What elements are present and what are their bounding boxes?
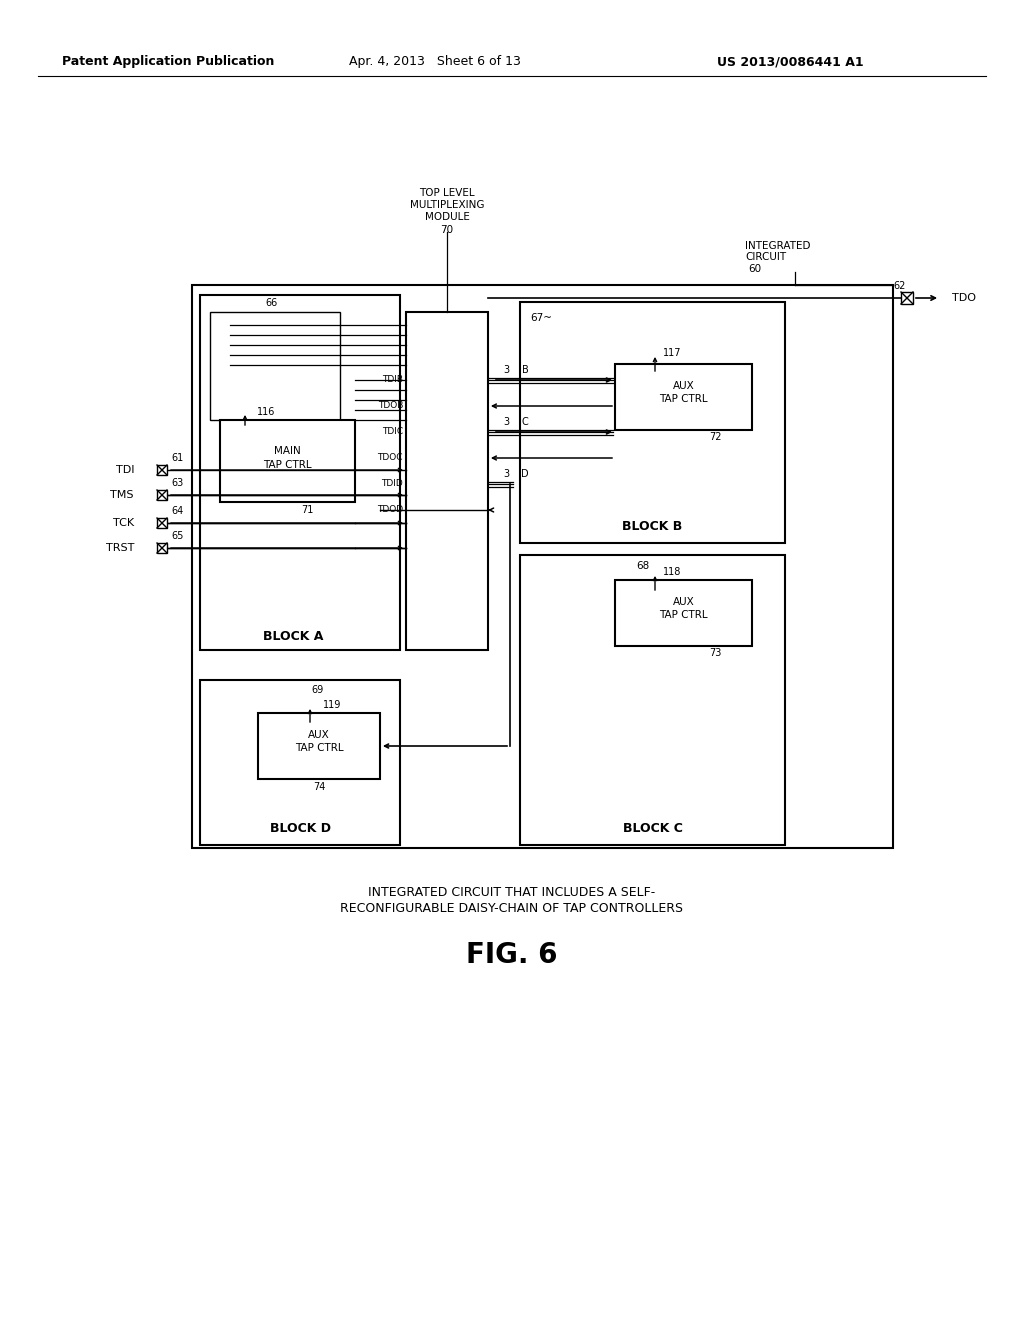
Text: 70: 70 [440, 224, 454, 235]
Text: FIG. 6: FIG. 6 [466, 941, 558, 969]
Text: 117: 117 [663, 348, 682, 358]
Bar [615, 364, 752, 430]
Bar [157, 490, 167, 500]
Text: MAIN: MAIN [274, 446, 301, 455]
Bar [520, 302, 785, 543]
Text: US 2013/0086441 A1: US 2013/0086441 A1 [717, 55, 863, 69]
Bar [157, 517, 167, 528]
Text: 71: 71 [301, 506, 313, 515]
Text: TAP CTRL: TAP CTRL [263, 459, 312, 470]
Bar [220, 420, 355, 502]
Text: AUX: AUX [308, 730, 330, 741]
Text: 73: 73 [710, 648, 722, 657]
Text: TAP CTRL: TAP CTRL [659, 610, 708, 620]
Text: 65: 65 [171, 531, 183, 541]
Text: MODULE: MODULE [425, 213, 469, 222]
Text: TDI: TDI [116, 465, 134, 475]
Text: 66: 66 [265, 298, 278, 308]
Text: TDIC: TDIC [382, 428, 403, 437]
Text: 62: 62 [894, 281, 906, 290]
Text: B: B [521, 366, 528, 375]
Text: 119: 119 [323, 700, 341, 710]
Text: TDOD: TDOD [377, 506, 403, 515]
Bar [406, 312, 488, 649]
Text: BLOCK C: BLOCK C [623, 821, 682, 834]
Text: TDID: TDID [381, 479, 403, 488]
Bar [615, 579, 752, 645]
Text: TDIB: TDIB [382, 375, 403, 384]
Text: BLOCK A: BLOCK A [263, 630, 324, 643]
Text: TRST: TRST [105, 543, 134, 553]
Bar [193, 285, 893, 847]
Text: MULTIPLEXING: MULTIPLEXING [410, 201, 484, 210]
Text: TCK: TCK [113, 517, 134, 528]
Bar [200, 294, 400, 649]
Text: 3: 3 [503, 366, 509, 375]
Bar [200, 680, 400, 845]
Text: D: D [521, 469, 528, 479]
Text: TAP CTRL: TAP CTRL [295, 743, 343, 752]
Text: BLOCK B: BLOCK B [623, 520, 683, 533]
Bar [258, 713, 380, 779]
Text: AUX: AUX [673, 381, 694, 391]
Text: 69: 69 [312, 685, 325, 696]
Text: 3: 3 [503, 469, 509, 479]
Text: C: C [521, 417, 528, 426]
Text: 61: 61 [171, 453, 183, 463]
Text: 74: 74 [312, 781, 326, 792]
Bar [157, 543, 167, 553]
Text: TDOB: TDOB [378, 401, 403, 411]
Text: TOP LEVEL: TOP LEVEL [419, 187, 475, 198]
Text: INTEGRATED: INTEGRATED [745, 242, 811, 251]
Text: Apr. 4, 2013   Sheet 6 of 13: Apr. 4, 2013 Sheet 6 of 13 [349, 55, 521, 69]
Text: 68: 68 [636, 561, 649, 572]
Text: CIRCUIT: CIRCUIT [745, 252, 786, 261]
Text: 118: 118 [663, 568, 681, 577]
Text: RECONFIGURABLE DAISY-CHAIN OF TAP CONTROLLERS: RECONFIGURABLE DAISY-CHAIN OF TAP CONTRO… [341, 902, 683, 915]
Bar [901, 292, 913, 304]
Text: 60: 60 [748, 264, 761, 275]
Text: INTEGRATED CIRCUIT THAT INCLUDES A SELF-: INTEGRATED CIRCUIT THAT INCLUDES A SELF- [369, 887, 655, 899]
Text: Patent Application Publication: Patent Application Publication [61, 55, 274, 69]
Text: TDOC: TDOC [378, 454, 403, 462]
Text: TDO: TDO [952, 293, 976, 304]
Text: 116: 116 [257, 407, 275, 417]
Text: TMS: TMS [111, 490, 134, 500]
Bar [520, 554, 785, 845]
Text: 72: 72 [710, 432, 722, 442]
Text: BLOCK D: BLOCK D [269, 821, 331, 834]
Text: TAP CTRL: TAP CTRL [659, 393, 708, 404]
Text: 63: 63 [171, 478, 183, 488]
Bar [157, 465, 167, 475]
Text: AUX: AUX [673, 597, 694, 607]
Text: 67~: 67~ [530, 313, 552, 323]
Text: 3: 3 [503, 417, 509, 426]
Bar [210, 312, 340, 420]
Text: 64: 64 [171, 506, 183, 516]
